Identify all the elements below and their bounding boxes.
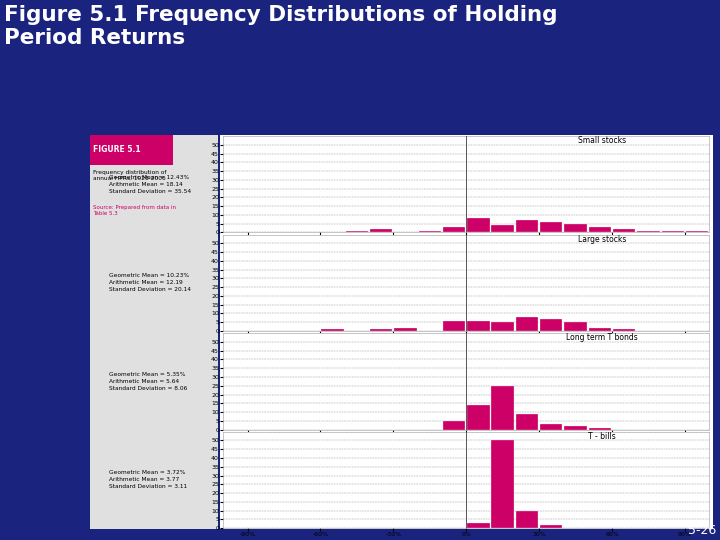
Bar (492, 441, 514, 528)
Bar (613, 229, 635, 232)
Bar (662, 231, 684, 232)
Bar (492, 226, 514, 232)
Bar (589, 328, 611, 331)
Bar (492, 322, 514, 331)
Bar (418, 231, 441, 232)
Bar (540, 319, 562, 331)
Text: Geometric Mean = 12.43%
Arithmetic Mean = 18.14
Standard Deviation = 35.54: Geometric Mean = 12.43% Arithmetic Mean … (109, 175, 191, 194)
Text: Geometric Mean = 10.23%
Arithmetic Mean = 12.19
Standard Deviation = 20.14: Geometric Mean = 10.23% Arithmetic Mean … (109, 273, 191, 292)
Text: Geometric Mean = 3.72%
Arithmetic Mean = 3.77
Standard Deviation = 3.11: Geometric Mean = 3.72% Arithmetic Mean =… (109, 470, 187, 489)
Bar (540, 525, 562, 528)
Bar (540, 222, 562, 232)
Bar (443, 227, 465, 232)
Text: 5-26: 5-26 (688, 524, 716, 537)
Bar (564, 224, 587, 232)
Bar (589, 428, 611, 430)
Bar (467, 523, 490, 528)
Bar (564, 426, 587, 430)
Bar (516, 511, 538, 528)
Text: Geometric Mean = 5.35%
Arithmetic Mean = 5.64
Standard Deviation = 8.06: Geometric Mean = 5.35% Arithmetic Mean =… (109, 372, 187, 391)
Bar (516, 317, 538, 331)
Bar (395, 328, 417, 331)
Bar (321, 329, 343, 331)
Bar (370, 229, 392, 232)
Text: Source: Prepared from data in
Table 5.3: Source: Prepared from data in Table 5.3 (93, 205, 176, 216)
Title: Large stocks: Large stocks (578, 235, 626, 244)
Text: Figure 5.1 Frequency Distributions of Holding
Period Returns: Figure 5.1 Frequency Distributions of Ho… (4, 5, 557, 48)
Text: FIGURE 5.1: FIGURE 5.1 (93, 145, 140, 154)
Bar (492, 386, 514, 430)
Bar (589, 227, 611, 232)
Bar (540, 424, 562, 430)
Bar (443, 421, 465, 430)
Bar (467, 219, 490, 232)
Bar (370, 329, 392, 331)
Text: Frequency distribution of
annual HPRs, 1926-2006: Frequency distribution of annual HPRs, 1… (93, 170, 166, 181)
Title: Long term T bonds: Long term T bonds (567, 333, 638, 342)
Bar (467, 321, 490, 331)
Bar (613, 329, 635, 331)
Bar (467, 405, 490, 430)
Title: Small stocks: Small stocks (578, 136, 626, 145)
Bar (516, 220, 538, 232)
Bar (564, 322, 587, 331)
Bar (516, 414, 538, 430)
Bar (443, 321, 465, 331)
Bar (686, 231, 708, 232)
Bar (637, 231, 660, 232)
Title: T - bills: T - bills (588, 432, 616, 441)
Bar (346, 231, 368, 232)
